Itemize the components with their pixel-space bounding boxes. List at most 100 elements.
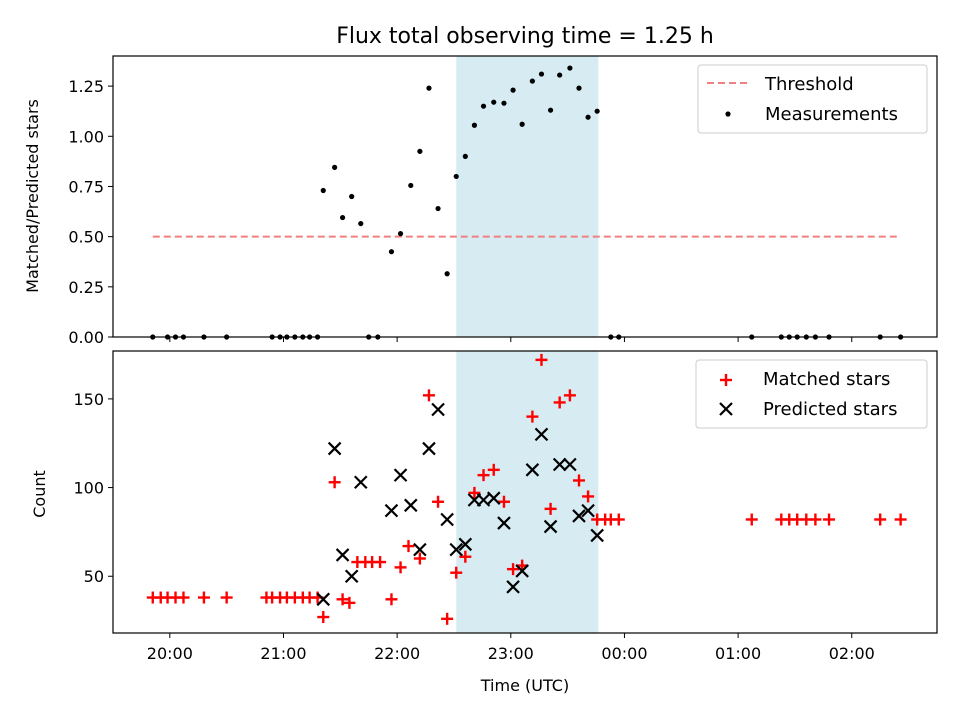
predicted-star-point: [534, 427, 549, 442]
measurement-point: [471, 122, 478, 128]
panel-bottom: 50 100 150 20:00 21:00 22:00 23:00 00:00 01:00 0…: [30, 350, 938, 695]
predicted-star-point: [353, 475, 368, 490]
matched-star-point: [343, 596, 356, 609]
measurement-point: [349, 193, 355, 200]
measurement-point: [594, 108, 600, 114]
matched-star-point: [544, 502, 557, 515]
matched-star-point: [220, 591, 233, 604]
matched-star-point: [612, 513, 625, 526]
predicted-stars-points: [316, 402, 604, 607]
measurement-point: [547, 107, 554, 113]
matched-star-point: [336, 593, 349, 606]
measurement-point: [519, 121, 525, 127]
panel-top-shaded-region: [456, 56, 599, 337]
x-tick-label: 21:00: [260, 644, 306, 663]
legend-predicted-swatch: [719, 402, 733, 416]
predicted-star-point: [458, 537, 473, 552]
measurement-point: [435, 205, 441, 212]
matched-star-point: [894, 513, 907, 526]
predicted-star-point: [393, 468, 408, 482]
matched-star-point: [563, 389, 576, 402]
legend-predicted-label: Predicted stars: [763, 399, 897, 420]
panel-bottom-legend-box: [695, 359, 928, 429]
predicted-star-point: [563, 457, 577, 472]
x-tick-label: 01:00: [715, 644, 761, 663]
predicted-star-point: [543, 519, 558, 534]
panel-bottom-y-axis-label: Count: [30, 470, 49, 518]
y-tick-label: 100: [73, 479, 104, 498]
predicted-star-point: [384, 503, 399, 518]
predicted-star-point: [572, 509, 586, 523]
matched-star-point: [328, 476, 341, 489]
predicted-star-point: [431, 402, 445, 417]
x-tick-label: 00:00: [601, 644, 647, 663]
matched-star-point: [553, 396, 566, 409]
matched-star-point: [477, 469, 490, 482]
predicted-star-point: [422, 441, 436, 456]
x-tick-label: 20:00: [147, 644, 193, 663]
predicted-star-point: [327, 441, 342, 456]
measurement-point: [417, 148, 423, 154]
x-axis-label: Time (UTC): [480, 676, 569, 695]
predicted-star-point: [525, 463, 540, 477]
panel-top-y-axis-label: Matched/Predicted stars: [23, 99, 42, 293]
y-tick-label: 0.00: [68, 328, 104, 347]
chart-title: Flux total observing time = 1.25 h: [336, 24, 714, 49]
matched-star-point: [394, 561, 407, 574]
legend-matched-swatch: [720, 374, 732, 386]
panel-top-frame: [112, 55, 938, 338]
matched-star-point: [572, 474, 585, 487]
measurement-point: [332, 164, 338, 170]
matched-star-point: [374, 556, 387, 569]
matched-star-point: [823, 513, 836, 526]
measurement-point: [408, 182, 414, 189]
measurement-point: [538, 71, 545, 77]
predicted-star-point: [413, 542, 427, 557]
panel-top-y-ticks: 0.00 0.25 0.50 0.75 1.00 1.25: [68, 77, 113, 347]
matched-star-point: [450, 566, 463, 579]
matched-star-point: [422, 389, 435, 402]
matched-star-point: [177, 591, 190, 604]
matched-star-point: [402, 540, 415, 553]
matched-star-point: [874, 513, 887, 526]
matched-star-point: [809, 513, 822, 526]
x-tick-label: 22:00: [374, 644, 420, 663]
measurement-point: [453, 173, 459, 180]
y-tick-label: 0.25: [68, 278, 104, 297]
panel-top-legend-box: [697, 64, 928, 134]
predicted-star-point: [552, 457, 567, 472]
panel-bottom-y-ticks: 50 100 150: [73, 390, 113, 586]
matched-star-point: [317, 611, 330, 624]
matched-star-point: [385, 593, 398, 606]
measurement-point: [444, 271, 450, 277]
measurement-point: [585, 114, 591, 120]
y-tick-label: 1.25: [68, 77, 104, 96]
matched-star-point: [468, 486, 481, 499]
y-tick-label: 1.00: [68, 127, 104, 146]
x-tick-label: 02:00: [829, 644, 875, 663]
legend-matched-label: Matched stars: [763, 369, 890, 390]
measurement-points: [150, 65, 904, 340]
matched-star-point: [197, 591, 210, 604]
matched-star-point: [497, 495, 510, 508]
measurement-point: [388, 249, 395, 255]
x-tick-label: 23:00: [488, 644, 534, 663]
matched-star-point: [413, 552, 426, 565]
predicted-star-point: [581, 503, 595, 518]
measurement-point: [576, 85, 582, 91]
panel-top: 0.00 0.25 0.50 0.75 1.00 1.25 Flux total obse…: [23, 24, 938, 347]
y-tick-label: 0.75: [68, 177, 104, 196]
predicted-star-point: [506, 580, 520, 594]
legend-measurements-swatch: [725, 111, 731, 117]
measurement-point: [339, 214, 346, 221]
predicted-star-point: [440, 512, 454, 527]
measurement-point: [397, 231, 404, 237]
panel-top-legend: Threshold Measurements: [697, 64, 928, 134]
predicted-star-point: [590, 528, 604, 543]
legend-measurements-label: Measurements: [765, 104, 898, 125]
matched-star-point: [526, 410, 539, 423]
measurement-point: [462, 153, 468, 159]
predicted-star-point: [335, 548, 350, 562]
y-tick-label: 150: [73, 390, 104, 409]
